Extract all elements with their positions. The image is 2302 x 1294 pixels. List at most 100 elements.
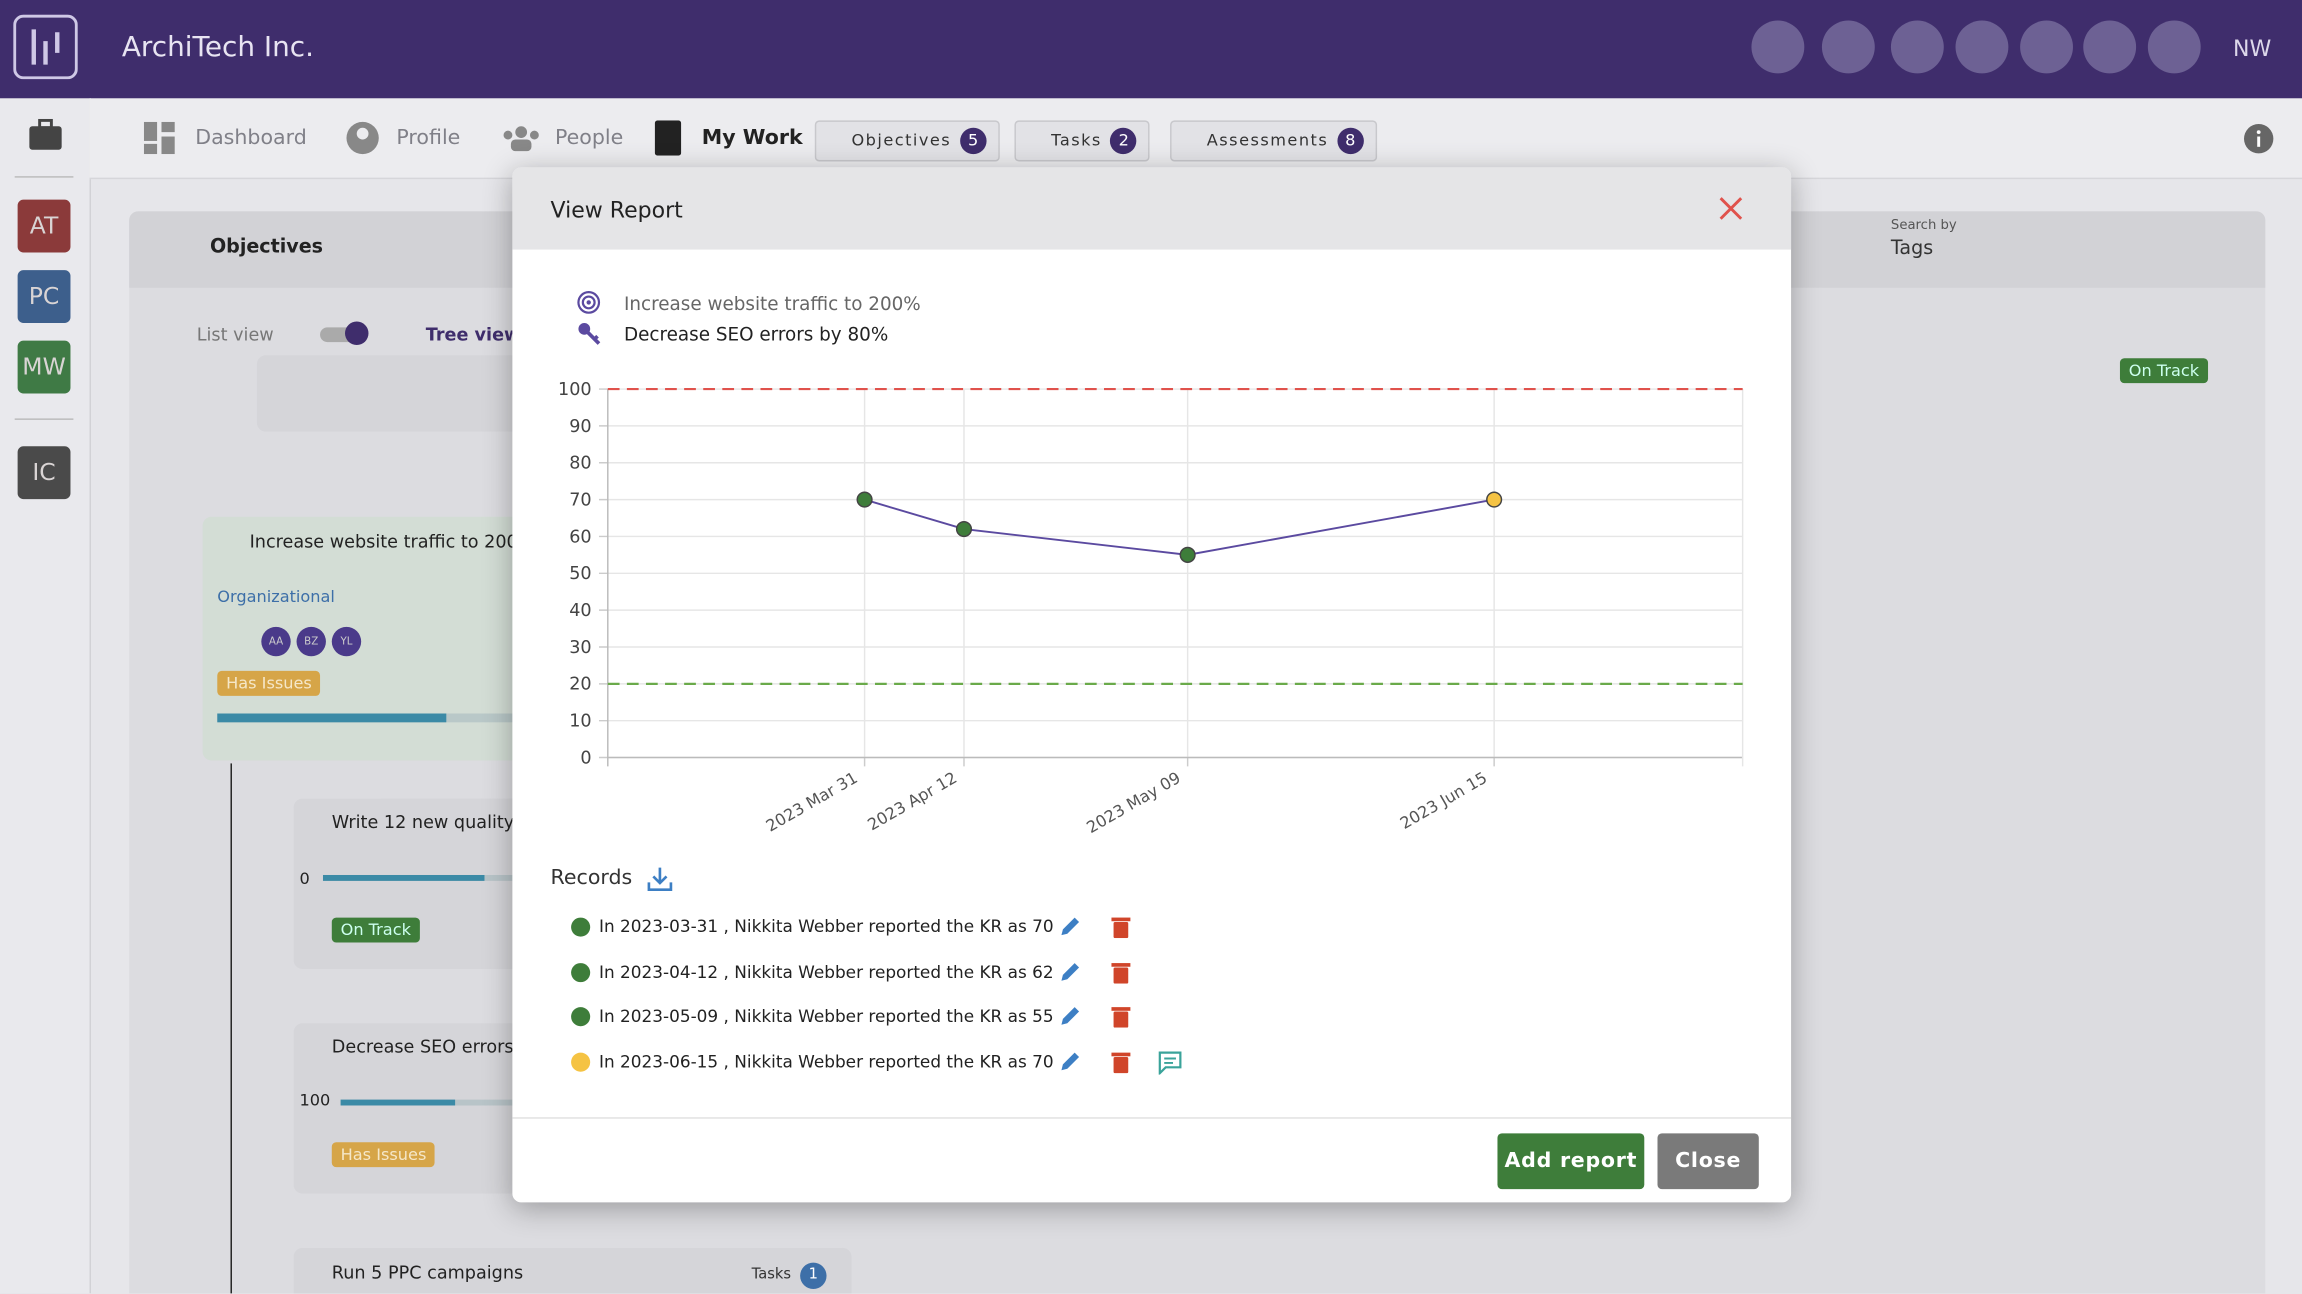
bell-icon[interactable] xyxy=(2020,20,2073,74)
info-icon[interactable] xyxy=(2243,123,2274,154)
key-result-name: Decrease SEO errors by 80% xyxy=(623,322,889,346)
footer-divider xyxy=(512,1117,1792,1119)
modal-title: View Report xyxy=(550,196,683,224)
tab-assessments[interactable]: Assessments 8 xyxy=(1170,120,1377,162)
calendar-icon[interactable] xyxy=(1821,20,1875,74)
search-label: Search by xyxy=(1890,218,1957,234)
y-tick-label: 50 xyxy=(569,564,591,584)
data-point xyxy=(856,491,873,508)
card-value: 100 xyxy=(299,1090,331,1110)
chat-icon[interactable] xyxy=(1955,20,2009,74)
avatar[interactable]: PC xyxy=(17,270,71,323)
delete-button[interactable] xyxy=(1111,1050,1131,1078)
record-dot xyxy=(571,1051,591,1071)
separator xyxy=(14,176,74,178)
nav-dashboard[interactable]: Dashboard xyxy=(195,126,307,150)
avatar[interactable]: MW xyxy=(17,340,71,394)
add-report-button[interactable]: Add report xyxy=(1497,1133,1645,1190)
key-icon xyxy=(578,322,601,345)
record-text: In 2023-06-15 , Nikkita Webber reported … xyxy=(598,1050,1054,1071)
progress xyxy=(217,713,585,723)
y-tick-label: 90 xyxy=(569,417,591,437)
edit-button[interactable] xyxy=(1059,1050,1081,1078)
user-initials[interactable]: NW xyxy=(2232,35,2272,62)
delete-button[interactable] xyxy=(1111,1006,1131,1034)
nav-my-work[interactable]: My Work xyxy=(701,126,803,150)
x-tick-label: 2023 Jun 15 xyxy=(1397,768,1491,833)
y-tick-label: 60 xyxy=(569,527,591,547)
download-icon[interactable] xyxy=(646,866,674,892)
close-icon[interactable] xyxy=(1719,197,1743,220)
tab-objectives[interactable]: Objectives 5 xyxy=(814,120,1000,162)
card-kind: Organizational xyxy=(217,587,335,607)
data-point xyxy=(1179,546,1196,563)
y-tick-label: 80 xyxy=(569,454,591,474)
tab-count: 2 xyxy=(1110,127,1138,155)
card-value: 0 xyxy=(299,869,310,889)
progress-fill xyxy=(340,1099,456,1106)
cloud-icon[interactable] xyxy=(1890,20,1944,74)
delete-button[interactable] xyxy=(1111,916,1131,944)
y-tick-label: 40 xyxy=(569,601,591,621)
edit-button[interactable] xyxy=(1059,961,1081,989)
x-tick-label: 2023 Apr 12 xyxy=(864,768,960,834)
tab-tasks[interactable]: Tasks 2 xyxy=(1014,120,1151,162)
pencil-icon xyxy=(1061,1051,1080,1070)
tab-label: Assessments xyxy=(1206,130,1329,150)
tab-label: Tasks xyxy=(1051,130,1102,150)
help-icon[interactable] xyxy=(2083,20,2137,74)
y-tick-label: 0 xyxy=(580,748,591,768)
objective-icon xyxy=(577,291,601,314)
progress xyxy=(322,874,646,881)
y-tick-label: 70 xyxy=(569,490,591,510)
avatar: AA xyxy=(261,626,291,657)
status-badge: Has Issues xyxy=(331,1142,436,1168)
kr-card[interactable]: Run 5 PPC campaigns Tasks 1 xyxy=(293,1247,852,1294)
trash-icon xyxy=(1111,962,1131,983)
record-dot xyxy=(571,1007,591,1027)
y-tick-label: 100 xyxy=(558,380,592,400)
logo xyxy=(13,14,78,80)
nav-profile[interactable]: Profile xyxy=(396,126,461,150)
status-badge: Has Issues xyxy=(217,670,321,696)
data-point xyxy=(955,521,973,538)
objective-name: Increase website traffic to 200% xyxy=(623,292,921,315)
tree-view[interactable]: Tree view xyxy=(425,324,521,346)
progress-fill xyxy=(322,874,485,881)
nav-people[interactable]: People xyxy=(554,126,624,150)
edit-button[interactable] xyxy=(1059,916,1081,944)
x-tick-label: 2023 May 09 xyxy=(1083,768,1184,837)
delete-button[interactable] xyxy=(1111,961,1131,989)
list-view[interactable]: List view xyxy=(196,324,274,346)
dashboard-icon[interactable] xyxy=(1751,20,1805,74)
tasks-count: 1 xyxy=(800,1262,827,1290)
comment-icon[interactable] xyxy=(1158,1051,1182,1075)
close-button[interactable]: Close xyxy=(1657,1133,1759,1190)
tab-count: 8 xyxy=(1337,127,1364,155)
avatar: BZ xyxy=(296,626,326,657)
avatar: YL xyxy=(331,626,362,657)
settings-icon[interactable] xyxy=(2147,20,2201,74)
avatar[interactable]: AT xyxy=(17,199,71,253)
tasks-label: Tasks xyxy=(751,1266,792,1284)
pencil-icon xyxy=(1061,962,1080,980)
record-dot xyxy=(571,962,591,982)
card-title: Increase website traffic to 200% xyxy=(249,531,535,553)
briefcase-icon[interactable] xyxy=(28,118,63,151)
avatar[interactable]: IC xyxy=(17,446,71,500)
trash-icon xyxy=(1111,1007,1131,1028)
toggle-knob xyxy=(345,321,369,346)
record-text: In 2023-04-12 , Nikkita Webber reported … xyxy=(598,960,1054,982)
edit-button[interactable] xyxy=(1059,1006,1081,1034)
mywork-nav-icon xyxy=(654,120,682,156)
card-title: Write 12 new quality b xyxy=(331,811,531,833)
modal-header xyxy=(512,167,1792,250)
report-modal: View Report Increase website traffic to … xyxy=(512,167,1792,1203)
search-value[interactable]: Tags xyxy=(1890,237,1934,260)
record-dot xyxy=(571,917,591,937)
tab-label: Objectives xyxy=(851,130,952,150)
trash-icon xyxy=(1111,1051,1131,1073)
progress-fill xyxy=(217,713,447,723)
app-name: ArchiTech Inc. xyxy=(121,30,315,64)
